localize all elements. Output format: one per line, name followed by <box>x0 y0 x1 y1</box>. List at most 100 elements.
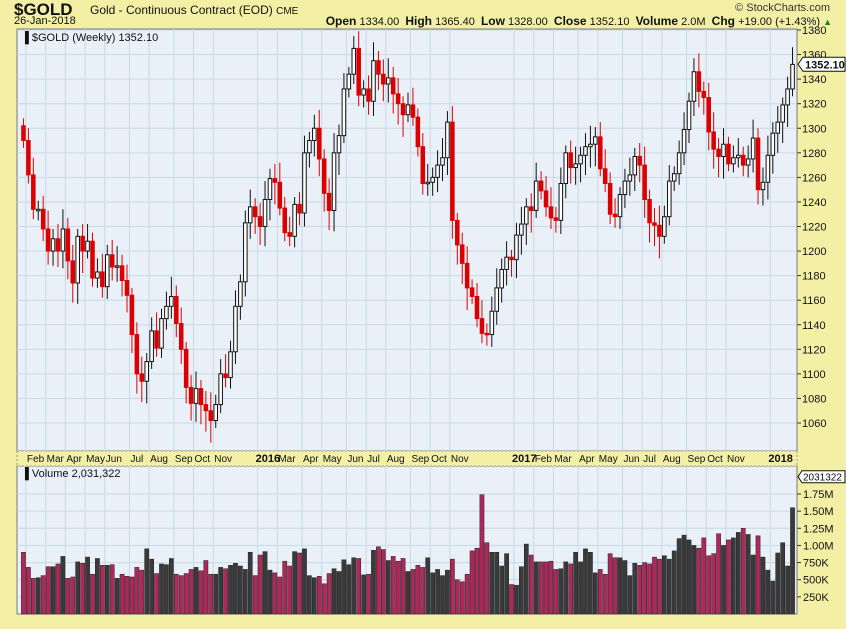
volume-bar <box>445 569 450 615</box>
date-axis-label: Oct <box>195 454 211 465</box>
date-axis-strip <box>16 450 798 467</box>
candle <box>193 388 199 404</box>
volume-bar <box>233 563 238 615</box>
candle <box>218 373 223 406</box>
price-axis-label: 1180 <box>802 271 826 283</box>
candle <box>198 388 204 406</box>
candle <box>371 60 376 102</box>
volume-bar <box>765 569 771 615</box>
candle <box>755 137 761 191</box>
volume-bar <box>356 558 362 615</box>
candle <box>238 281 243 307</box>
volume-bar <box>85 556 90 615</box>
candle <box>578 154 583 165</box>
candle <box>455 219 460 246</box>
candle <box>144 361 149 382</box>
volume-bar <box>95 558 100 615</box>
volume-bar <box>336 571 342 615</box>
candle <box>65 228 71 262</box>
candle <box>178 323 184 350</box>
volume-bar <box>173 573 179 615</box>
candle <box>696 71 702 92</box>
candle <box>573 163 578 169</box>
volume-bar <box>509 584 514 615</box>
candle <box>26 140 31 176</box>
volume-bar <box>400 558 406 615</box>
volume-axis-label: 1.25M <box>803 523 834 535</box>
candle <box>790 63 795 90</box>
volume-bar <box>553 569 559 615</box>
candle <box>637 155 642 166</box>
candle <box>90 240 95 279</box>
volume-bar <box>282 560 288 615</box>
candle <box>390 77 396 95</box>
volume-bar <box>267 569 273 615</box>
last-volume-tag <box>797 470 846 484</box>
volume-bar <box>622 560 628 615</box>
instrument-name: Gold - Continuous Contract (EOD) CME <box>90 3 298 17</box>
date-axis-label: Nov <box>727 454 745 465</box>
volume-bar <box>114 578 120 615</box>
volume-bar <box>657 558 662 615</box>
volume-bar <box>410 569 416 615</box>
volume-bar <box>573 552 578 615</box>
volume-bar <box>770 580 776 615</box>
candle <box>154 330 159 349</box>
price-axis-label: 1160 <box>802 295 826 307</box>
volume-bar <box>307 575 312 615</box>
candle <box>356 47 361 96</box>
date-axis-label: Oct <box>707 454 723 465</box>
volume-bar <box>528 554 534 615</box>
candle <box>494 287 500 312</box>
volume-bar <box>366 573 371 615</box>
volume-bar <box>183 573 189 615</box>
candle <box>302 152 307 214</box>
candle <box>395 93 401 105</box>
candle <box>499 268 504 289</box>
volume-bar <box>474 547 480 615</box>
candle <box>183 348 189 388</box>
candle <box>731 157 736 165</box>
volume-legend: ▐ Volume 2,031,322 <box>21 466 121 481</box>
date-axis-label: 2016 <box>256 453 280 465</box>
volume-bar <box>80 563 85 615</box>
candle <box>593 136 598 145</box>
candle <box>489 310 495 336</box>
candle <box>450 121 455 221</box>
candle <box>361 88 366 96</box>
volume-bar <box>543 561 549 615</box>
volume-bar <box>405 571 411 615</box>
volume-bar <box>90 573 95 615</box>
candle <box>617 194 623 218</box>
candle <box>272 178 278 183</box>
candle <box>104 254 110 288</box>
volume-bar <box>188 569 194 615</box>
date-axis-label: May <box>599 454 618 465</box>
date-axis-label: Jun <box>623 454 639 465</box>
date-axis-label: Aug <box>150 454 168 465</box>
candle <box>627 174 633 182</box>
date-axis-label: Apr <box>66 454 82 465</box>
candle <box>721 143 726 157</box>
volume-bar <box>169 558 174 615</box>
candle <box>326 192 332 212</box>
price-axis-label: 1240 <box>802 197 826 209</box>
volume-bar <box>45 566 51 615</box>
volume-bar <box>731 537 736 615</box>
volume-bar <box>691 545 697 615</box>
volume-bar <box>203 560 209 615</box>
chg-label: Chg <box>711 14 735 28</box>
volume-bar <box>346 564 352 615</box>
price-axis-label: 1300 <box>802 123 826 135</box>
date-axis-label: Aug <box>387 454 405 465</box>
candle <box>726 143 731 165</box>
close-label: Close <box>553 14 587 28</box>
candle <box>188 386 194 404</box>
volume-bar <box>311 577 317 615</box>
volume-bar <box>242 569 248 615</box>
date-axis-label: Nov <box>214 454 232 465</box>
candle <box>745 158 751 166</box>
candle <box>435 164 440 178</box>
candle <box>400 103 406 116</box>
